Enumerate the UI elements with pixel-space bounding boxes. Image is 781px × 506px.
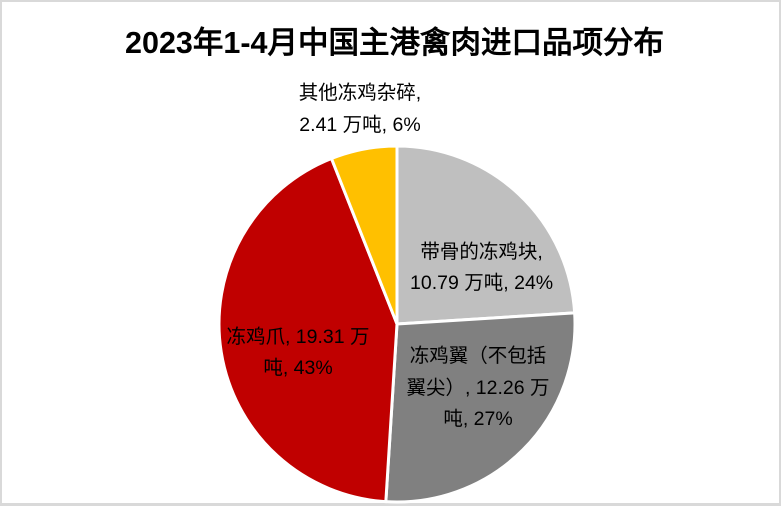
chart-title: 2023年1-4月中国主港禽肉进口品项分布	[125, 26, 664, 60]
pie-slice-2[interactable]	[217, 157, 399, 504]
pie-slice-0[interactable]	[395, 144, 577, 326]
pie-slice-1[interactable]	[384, 311, 577, 504]
pie-slice-3[interactable]	[329, 144, 399, 326]
